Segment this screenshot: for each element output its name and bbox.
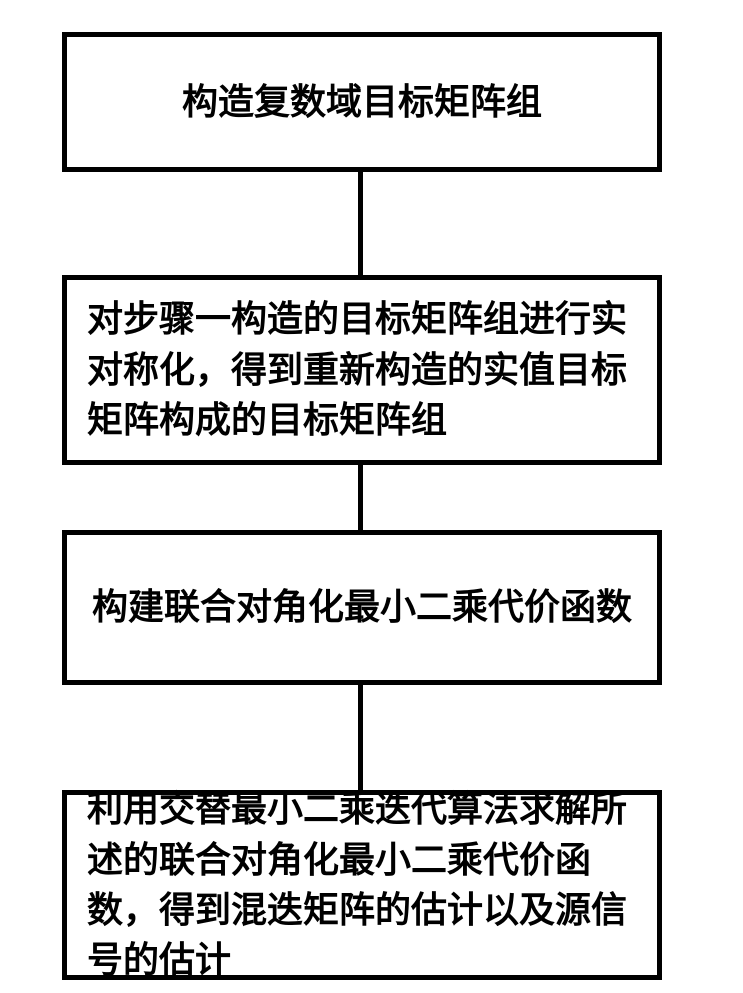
flow-node-2-text: 对步骤一构造的目标矩阵组进行实对称化，得到重新构造的实值目标矩阵构成的目标矩阵组 bbox=[87, 294, 637, 445]
flow-node-2: 对步骤一构造的目标矩阵组进行实对称化，得到重新构造的实值目标矩阵构成的目标矩阵组 bbox=[62, 275, 662, 465]
flow-node-4-text: 利用交替最小二乘迭代算法求解所述的联合对角化最小二乘代价函数，得到混迭矩阵的估计… bbox=[87, 784, 637, 986]
flow-node-3: 构建联合对角化最小二乘代价函数 bbox=[62, 530, 662, 685]
flow-node-1-text: 构造复数域目标矩阵组 bbox=[182, 77, 542, 127]
flowchart-container: 构造复数域目标矩阵组 对步骤一构造的目标矩阵组进行实对称化，得到重新构造的实值目… bbox=[0, 0, 743, 993]
flow-node-4: 利用交替最小二乘迭代算法求解所述的联合对角化最小二乘代价函数，得到混迭矩阵的估计… bbox=[62, 790, 662, 980]
flow-edge-2-3 bbox=[358, 465, 363, 530]
flow-node-3-text: 构建联合对角化最小二乘代价函数 bbox=[92, 582, 632, 632]
flow-node-1: 构造复数域目标矩阵组 bbox=[62, 32, 662, 172]
flow-edge-3-4 bbox=[358, 685, 363, 790]
flow-edge-1-2 bbox=[358, 172, 363, 275]
